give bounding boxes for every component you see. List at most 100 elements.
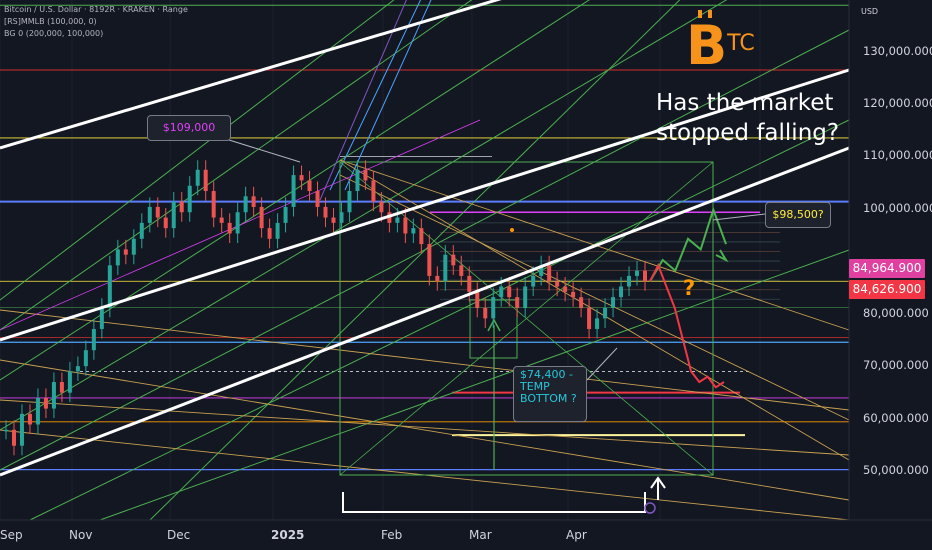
range-boxes <box>339 161 714 476</box>
indicator-label-mmlb[interactable]: [RS]MMLB (100,000, 0) <box>4 17 97 26</box>
candle-body-72 <box>579 297 584 308</box>
candle-body-38 <box>307 180 312 192</box>
symbol-title[interactable]: Bitcoin / U.S. Dollar · 8192R · KRAKEN ·… <box>4 5 188 14</box>
peak-callout[interactable]: $109,000 <box>147 115 231 141</box>
price-tick-110k: 110,000.000 <box>863 148 932 162</box>
indicator-label-bg[interactable]: BG 0 (200,000, 100,000) <box>4 29 104 38</box>
candle-body-35 <box>283 206 288 223</box>
white-channel-lines <box>0 0 850 477</box>
candle-body-80 <box>643 270 647 282</box>
candle-body-63 <box>507 286 512 298</box>
orange-fan-line-3 <box>0 399 850 456</box>
candle-body-71 <box>571 291 576 298</box>
time-tick-mar: Mar <box>469 528 492 542</box>
range-box-diagonal-2 <box>339 161 714 476</box>
candle-body-5 <box>43 397 48 409</box>
candle-body-36 <box>291 175 296 207</box>
candle-body-21 <box>171 201 176 229</box>
bracket-up-arrow <box>650 476 666 500</box>
candle-body-29 <box>235 212 240 234</box>
candle-body-0 <box>4 429 8 432</box>
orange-fan-line-2 <box>0 359 850 501</box>
candle-body-50 <box>403 217 408 234</box>
channel-line-middle <box>0 68 850 342</box>
blue-steep-line-1 <box>329 0 422 191</box>
candle-body-13 <box>107 265 112 308</box>
magenta-diagonal-line <box>0 119 481 331</box>
time-tick-apr: Apr <box>566 528 587 542</box>
price-tick-80k: 80,000.000 <box>863 306 929 320</box>
green-fan-line-5 <box>99 249 850 521</box>
candle-body-59 <box>475 291 480 308</box>
candle-body-74 <box>595 318 600 329</box>
price-tick-70k: 70,000.000 <box>863 358 929 372</box>
candle-body-15 <box>123 249 128 255</box>
candle-body-46 <box>371 180 376 202</box>
candle-body-54 <box>435 275 440 282</box>
orange-fan-line-0 <box>339 159 850 461</box>
currency-label[interactable]: USD <box>861 7 879 16</box>
candle-body-28 <box>227 222 232 234</box>
candle-body-44 <box>355 169 360 192</box>
btc-logo-bars-2 <box>708 10 712 18</box>
candle-body-61 <box>491 297 496 319</box>
candle-body-23 <box>187 185 192 213</box>
candle-body-42 <box>339 212 344 223</box>
candle-body-40 <box>323 206 328 218</box>
question-mark-label: ? <box>683 276 696 300</box>
headline-line-1: Has the market <box>656 90 834 116</box>
btc-logo: BTC <box>686 15 755 77</box>
candle-body-69 <box>555 281 560 287</box>
candle-body-34 <box>275 222 280 239</box>
time-axis-panel[interactable] <box>0 520 849 550</box>
projection-path-up <box>649 206 727 282</box>
candle-body-76 <box>611 297 616 308</box>
candle-body-43 <box>347 191 352 213</box>
orange-fan-line-1 <box>339 174 850 421</box>
candle-body-16 <box>131 238 136 255</box>
candle-body-6 <box>51 382 56 409</box>
candle-body-66 <box>531 275 536 287</box>
candle-body-60 <box>483 307 488 319</box>
price-tick-120k: 120,000.000 <box>863 96 932 110</box>
candle-body-20 <box>163 217 168 229</box>
candle-body-55 <box>443 254 448 282</box>
temp-bottom-line-2: TEMP <box>520 380 550 393</box>
green-fan-line-0 <box>0 0 473 331</box>
target-callout[interactable]: $98,500? <box>765 202 831 228</box>
candle-body-17 <box>139 222 144 239</box>
price-tick-60k: 60,000.000 <box>863 411 929 425</box>
peak-callout-connector <box>228 139 301 163</box>
candle-body-73 <box>587 307 592 329</box>
horizontal-levels <box>0 4 849 471</box>
projection-path-down <box>649 262 725 389</box>
candle-body-45 <box>363 169 368 181</box>
candle-body-79 <box>635 270 640 276</box>
time-tick-2025: 2025 <box>271 528 305 542</box>
candle-body-67 <box>539 265 544 276</box>
candle-body-57 <box>459 265 464 276</box>
candle-body-27 <box>219 217 224 223</box>
btc-logo-bars <box>698 10 702 18</box>
candle-body-75 <box>603 307 608 319</box>
candle-body-4 <box>35 397 40 425</box>
headline-line-2: stopped falling? <box>656 120 840 146</box>
candle-body-51 <box>411 228 416 234</box>
price-tick-100k: 100,000.000 <box>863 201 932 215</box>
big-range-box <box>339 161 714 476</box>
price-tick-50k: 50,000.000 <box>863 463 929 477</box>
temp-bottom-callout[interactable]: $74,400 - TEMP BOTTOM ? <box>513 366 587 422</box>
temp-bottom-line-1: $74,400 - <box>520 368 573 381</box>
candle-body-62 <box>499 286 504 298</box>
price-badge-upper: 84,964.900 <box>849 259 925 278</box>
time-marker-circle <box>644 502 656 514</box>
candle-body-49 <box>395 217 400 223</box>
candle-body-7 <box>59 382 64 393</box>
candle-body-47 <box>379 201 384 213</box>
orange-fan-line-6 <box>0 309 850 411</box>
candle-body-19 <box>155 206 160 218</box>
price-tick-130k: 130,000.000 <box>863 44 932 58</box>
btc-logo-glyph: B <box>686 14 728 77</box>
